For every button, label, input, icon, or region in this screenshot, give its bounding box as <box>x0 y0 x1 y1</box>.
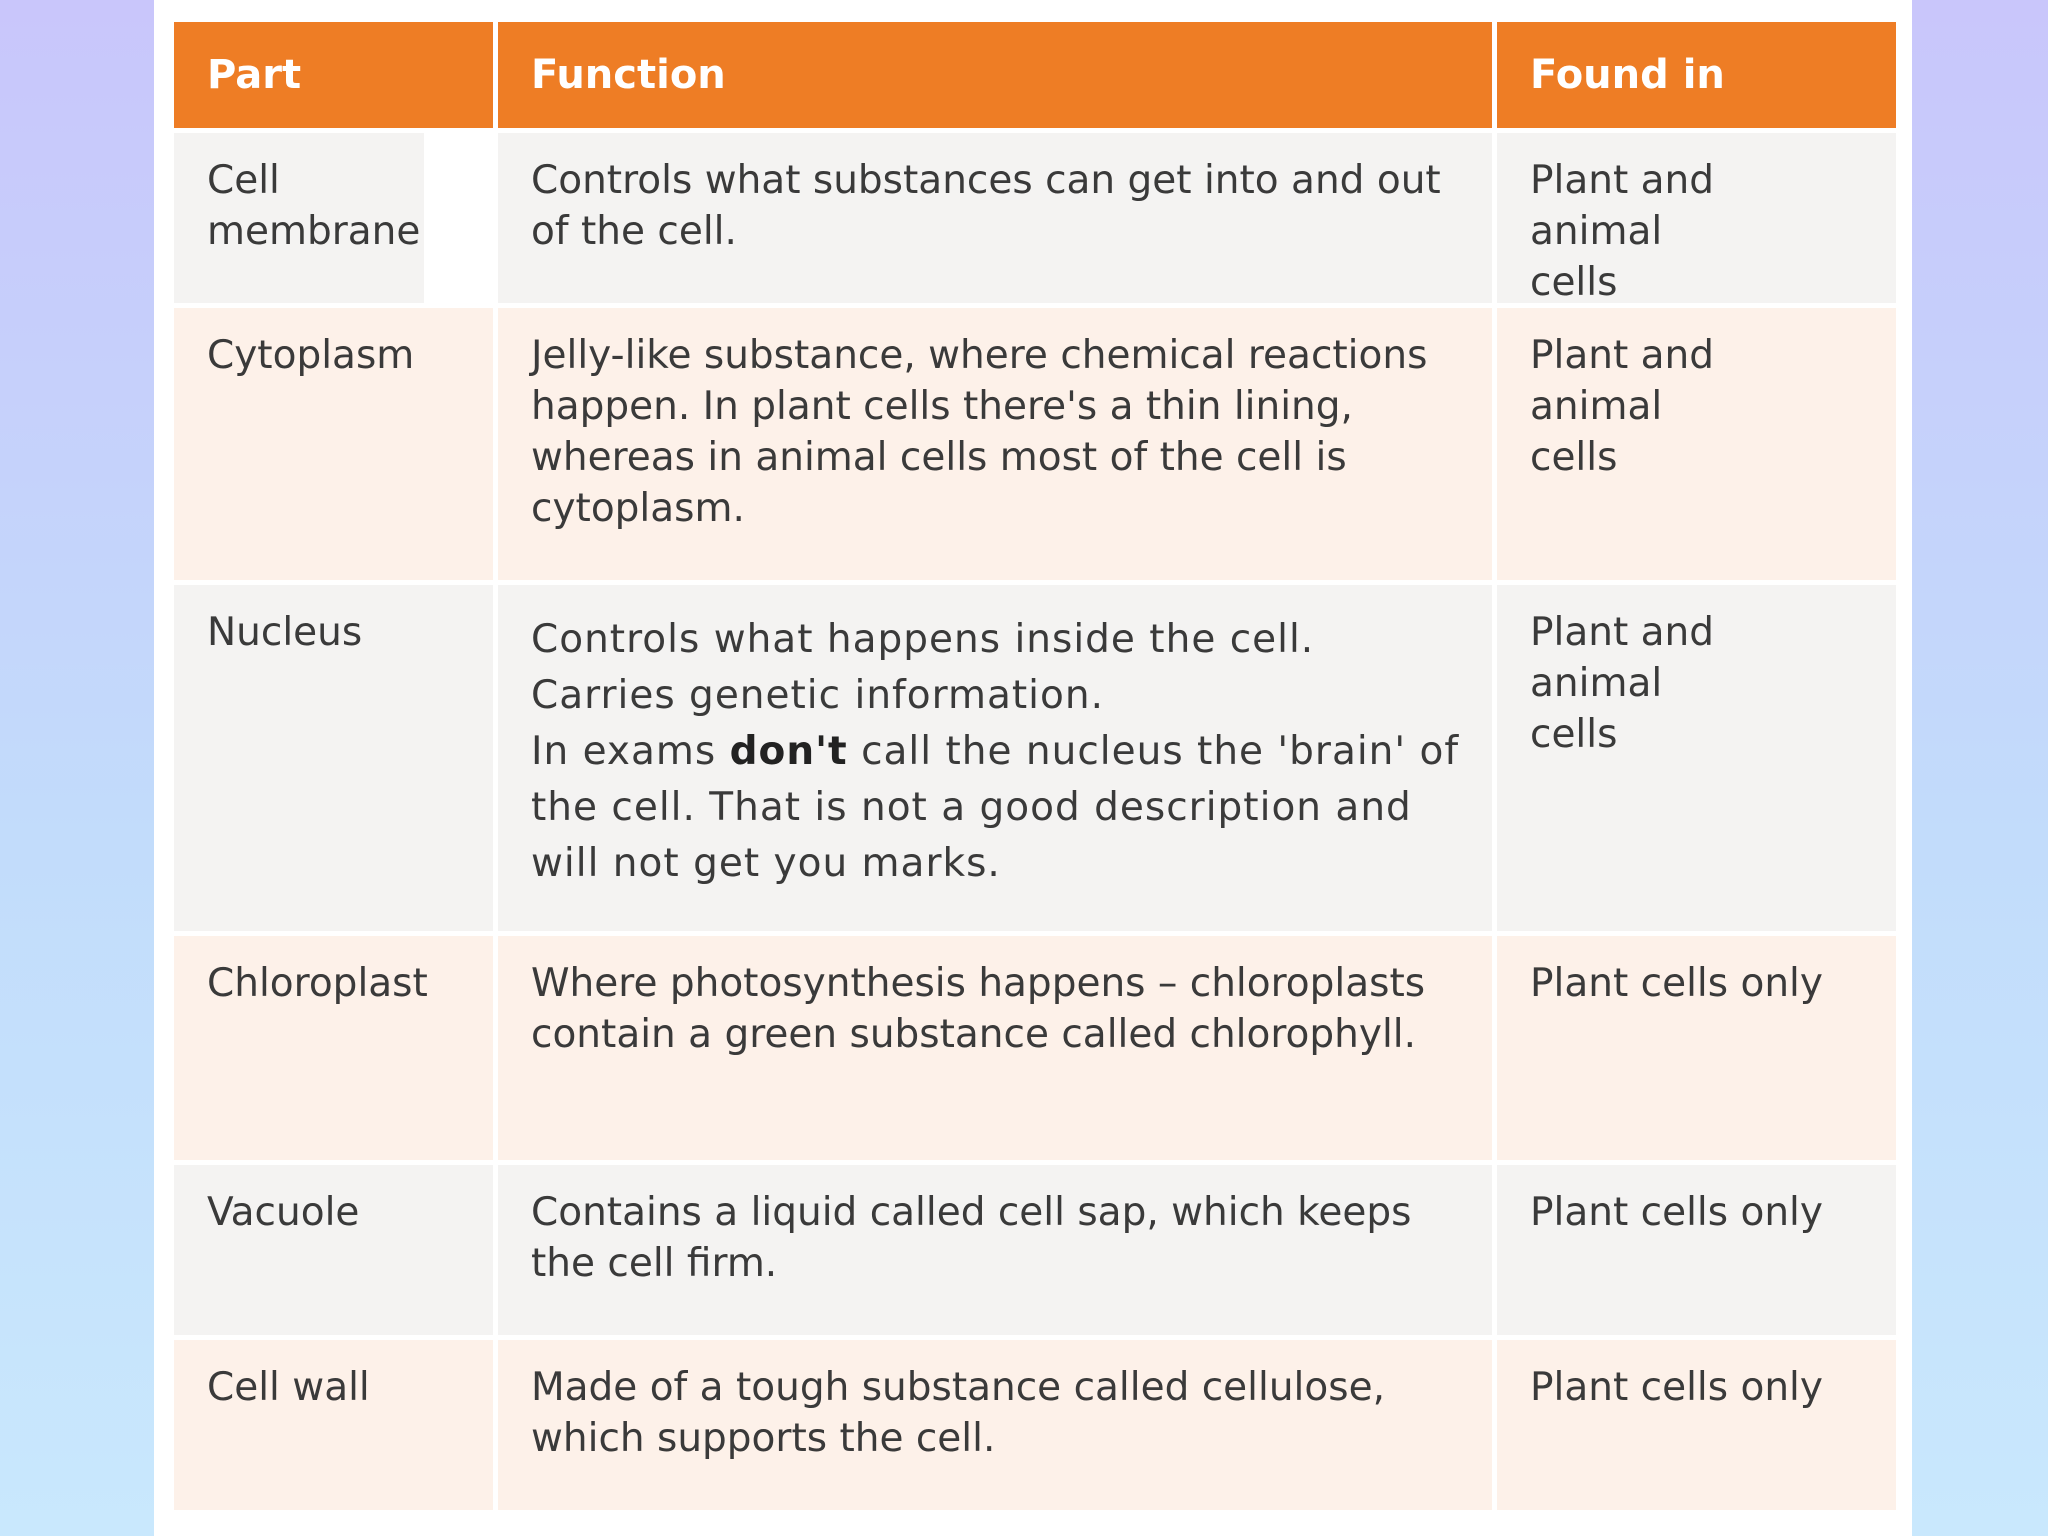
emphasis-text: don't <box>729 729 848 774</box>
cell-found-in: Plant and animal cells <box>1497 133 1896 303</box>
cell-part: Nucleus <box>174 585 493 931</box>
cell-found-in: Plant and animal cells <box>1497 308 1896 580</box>
cell-part: Cell membrane <box>174 133 424 303</box>
cell-part: Cytoplasm <box>174 308 493 580</box>
header-function: Function <box>498 22 1492 128</box>
cell-function: Made of a tough substance called cellulo… <box>498 1340 1492 1510</box>
function-line: Controls what happens inside the cell. <box>531 617 1315 662</box>
cell-found-in: Plant and animal cells <box>1497 585 1896 931</box>
cell-part: Vacuole <box>174 1165 493 1335</box>
cell-parts-table: Part Function Found in Cell membrane Con… <box>174 22 1896 1510</box>
header-part: Part <box>174 22 493 128</box>
cell-function: Controls what happens inside the cell. C… <box>498 585 1492 931</box>
function-text: call the nucleus the 'brain' of the cell… <box>531 729 1460 886</box>
cell-found-in: Plant cells only <box>1497 1165 1896 1335</box>
cell-part: Cell wall <box>174 1340 493 1510</box>
cell-function: Where photosynthesis happens – chloropla… <box>498 936 1492 1160</box>
cell-found-in: Plant cells only <box>1497 1340 1896 1510</box>
cell-part: Chloroplast <box>174 936 493 1160</box>
cell-function: Jelly-like substance, where chemical rea… <box>498 308 1492 580</box>
function-line: Carries genetic information. <box>531 673 1104 718</box>
function-text: In exams <box>531 729 730 774</box>
header-found-in: Found in <box>1497 22 1896 128</box>
cell-function: Contains a liquid called cell sap, which… <box>498 1165 1492 1335</box>
cell-function: Controls what substances can get into an… <box>498 133 1492 303</box>
cell-found-in: Plant cells only <box>1497 936 1896 1160</box>
